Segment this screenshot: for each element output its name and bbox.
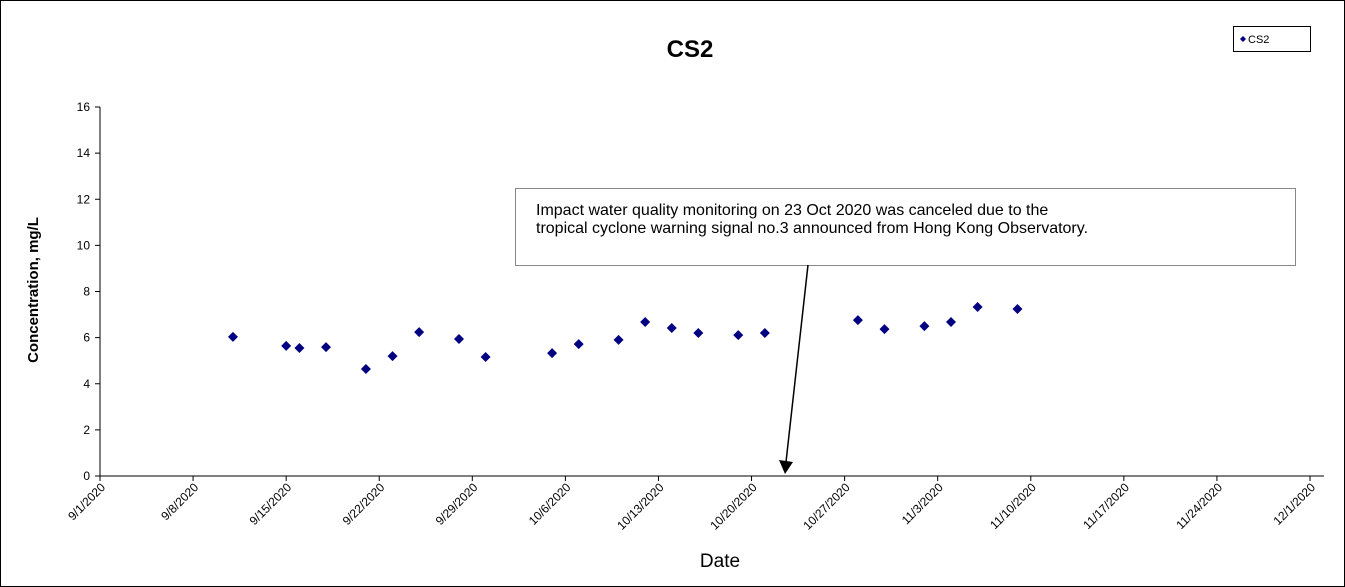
- point: [852, 315, 863, 326]
- chart-title: CS2: [667, 36, 714, 63]
- y-tick-label: 4: [83, 377, 90, 391]
- y-tick-label: 0: [83, 469, 90, 483]
- point: [281, 340, 292, 351]
- point: [693, 328, 704, 339]
- point: [879, 324, 890, 335]
- legend-marker: [1240, 36, 1246, 42]
- legend-box: [1233, 26, 1311, 52]
- y-axis-label: Concentration, mg/L: [25, 217, 42, 363]
- point: [387, 351, 398, 362]
- arrow-head: [779, 460, 793, 474]
- annotation-box: [515, 188, 1296, 266]
- point: [414, 327, 425, 338]
- point: [294, 343, 305, 354]
- point: [480, 351, 491, 362]
- point: [454, 334, 465, 345]
- y-tick-label: 16: [77, 100, 91, 114]
- point: [360, 363, 371, 374]
- point: [972, 301, 983, 312]
- point: [227, 331, 238, 342]
- y-tick-label: 10: [77, 238, 91, 252]
- y-tick-label: 14: [77, 146, 91, 160]
- point: [613, 334, 624, 345]
- y-tick-label: 2: [83, 423, 90, 437]
- y-tick-label: 6: [83, 331, 90, 345]
- point: [759, 328, 770, 339]
- annotation-text: Impact water quality monitoring on 23 Oc…: [536, 202, 1048, 219]
- x-axis-label: Date: [700, 551, 740, 572]
- point: [1012, 304, 1023, 315]
- point: [640, 316, 651, 327]
- point: [919, 321, 930, 332]
- point: [666, 322, 677, 333]
- point: [733, 330, 744, 341]
- y-tick-label: 12: [77, 192, 91, 206]
- point: [547, 348, 558, 359]
- point: [321, 342, 332, 353]
- y-tick-label: 8: [83, 285, 90, 299]
- point: [573, 339, 584, 350]
- legend-label: CS2: [1248, 34, 1269, 46]
- annotation-arrow: [785, 264, 809, 463]
- annotation-text: tropical cyclone warning signal no.3 ann…: [536, 220, 1088, 237]
- point: [945, 316, 956, 327]
